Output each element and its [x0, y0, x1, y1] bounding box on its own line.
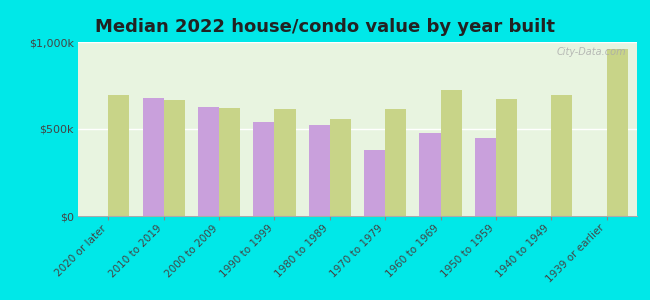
Bar [441, 90, 462, 216]
Bar [309, 124, 330, 216]
Text: City-Data.com: City-Data.com [556, 47, 626, 57]
Bar [198, 107, 219, 216]
Bar [274, 109, 296, 216]
Bar [164, 100, 185, 216]
Bar [364, 150, 385, 216]
Bar [219, 108, 240, 216]
Bar [419, 133, 441, 216]
Bar [606, 49, 628, 216]
Bar [254, 122, 274, 216]
Bar [496, 98, 517, 216]
Bar [385, 109, 406, 216]
Bar [143, 98, 164, 216]
Text: Median 2022 house/condo value by year built: Median 2022 house/condo value by year bu… [95, 18, 555, 36]
Bar [330, 119, 351, 216]
Bar [109, 95, 129, 216]
Bar [551, 95, 572, 216]
Bar [475, 138, 496, 216]
